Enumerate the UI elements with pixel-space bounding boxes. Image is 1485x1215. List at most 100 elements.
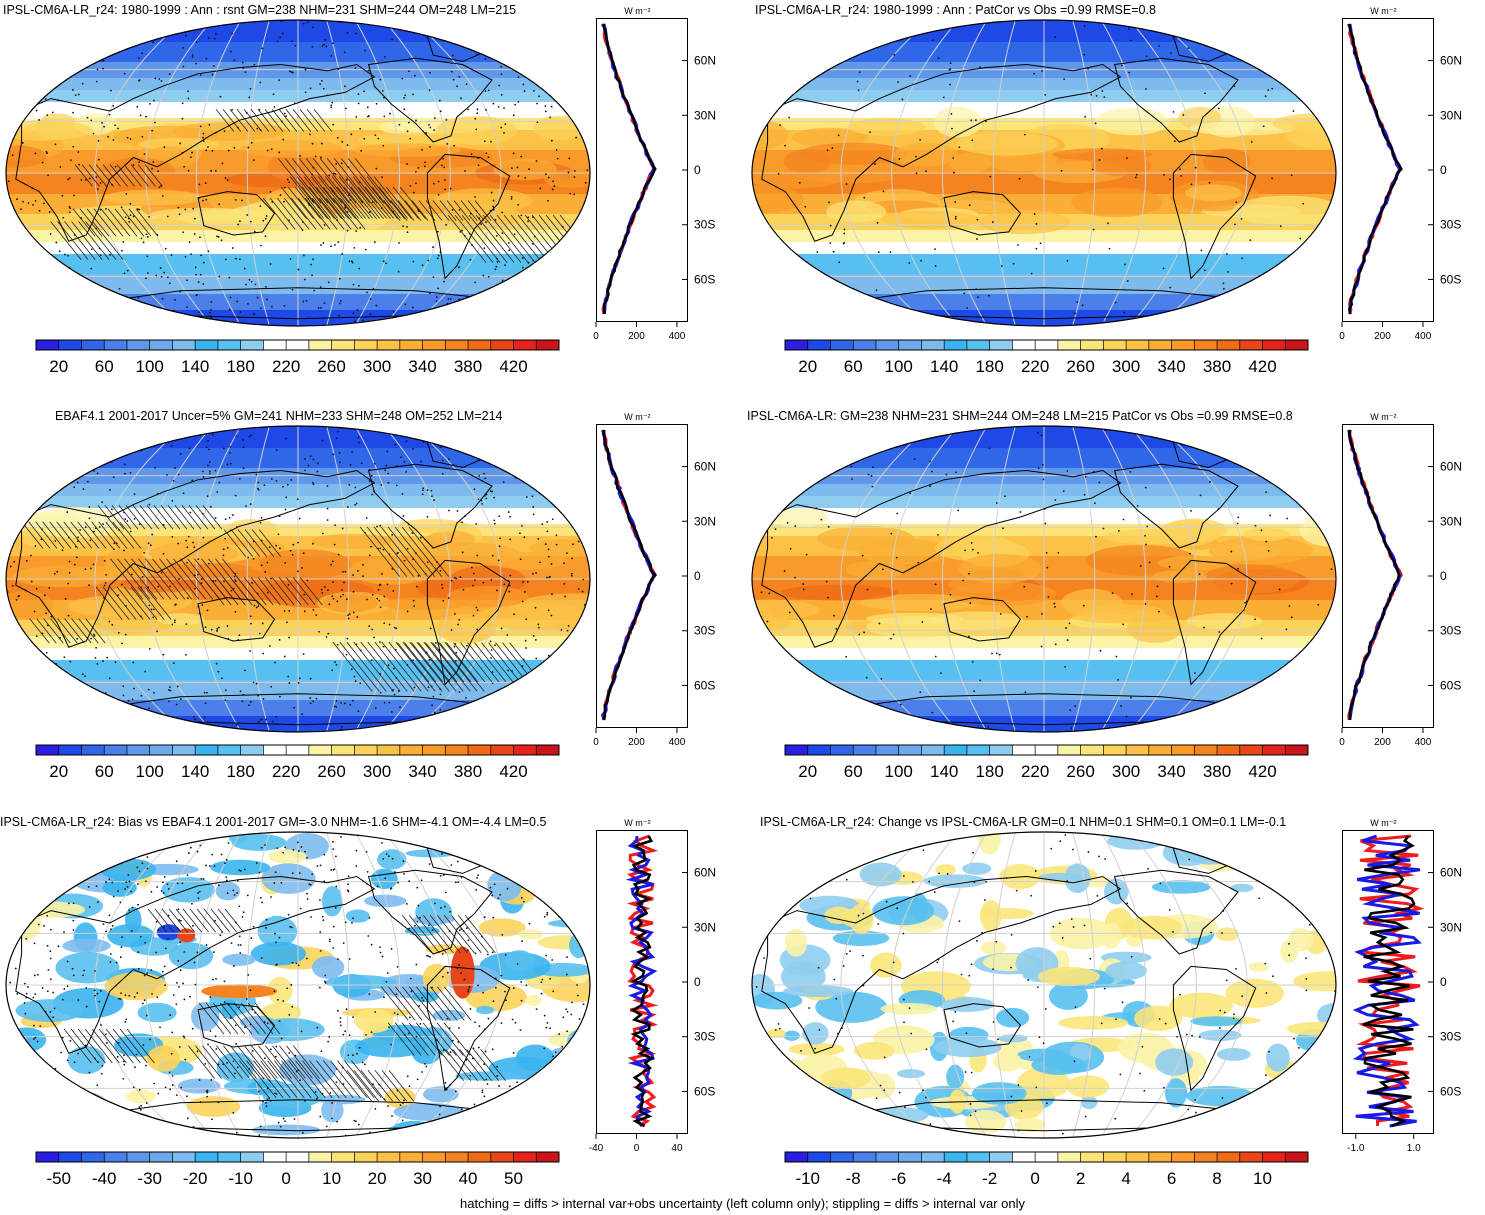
- lat-label: 30N: [694, 920, 716, 934]
- lat-label: 60N: [694, 460, 716, 474]
- colorbar-swatch: [536, 745, 560, 755]
- colorbar-swatch: [1171, 1152, 1195, 1162]
- colorbar-swatch: [36, 745, 60, 755]
- colorbar-swatch: [240, 340, 264, 350]
- colorbar-swatch: [944, 745, 968, 755]
- colorbar-swatch: [1239, 745, 1263, 755]
- colorbar-swatch: [1285, 340, 1309, 350]
- colorbar-label: 30: [413, 1169, 432, 1188]
- colorbar-swatch: [1171, 745, 1195, 755]
- profile-unit: W m⁻²: [624, 818, 650, 828]
- profile-ensemble-line: [1362, 835, 1416, 1128]
- map-outline: [751, 425, 1337, 733]
- colorbar-swatch: [1217, 745, 1241, 755]
- colorbar-swatch: [104, 1152, 128, 1162]
- colorbar-label: 60: [844, 762, 863, 781]
- colorbar-swatch: [1148, 1152, 1172, 1162]
- colorbar-label: 180: [975, 762, 1003, 781]
- colorbar-swatch: [308, 340, 333, 350]
- colorbar-swatch: [944, 340, 968, 350]
- colorbar-swatch: [1080, 1152, 1104, 1162]
- profile-ensemble-line: [1348, 24, 1403, 315]
- colorbar-swatch: [308, 1152, 333, 1162]
- colorbar-swatch: [989, 340, 1013, 350]
- lat-label: 60N: [1440, 866, 1462, 880]
- colorbar-label: 380: [454, 762, 482, 781]
- profile-tick-label: 0: [593, 737, 599, 748]
- colorbar-swatch: [1080, 340, 1104, 350]
- profile-unit: W m⁻²: [1370, 412, 1396, 422]
- colorbar-swatch: [536, 1152, 560, 1162]
- colorbar-label: -30: [137, 1169, 162, 1188]
- colorbar-label: 100: [885, 762, 913, 781]
- lat-label: 60N: [1440, 460, 1462, 474]
- colorbar-swatch: [149, 340, 173, 350]
- colorbar-swatch: [921, 1152, 945, 1162]
- colorbar-label: 40: [459, 1169, 478, 1188]
- colorbar-swatch: [195, 1152, 219, 1162]
- colorbar-swatch: [785, 1152, 809, 1162]
- profile-ensemble-line: [602, 429, 657, 721]
- profile-unit: W m⁻²: [1370, 818, 1396, 828]
- colorbar-swatch: [126, 1152, 151, 1162]
- colorbar-swatch: [377, 745, 401, 755]
- colorbar-label: 300: [1112, 762, 1140, 781]
- colorbar-swatch: [1012, 1152, 1036, 1162]
- colorbar-label: 420: [1248, 357, 1276, 376]
- colorbar-label: 340: [408, 357, 436, 376]
- colorbar-label: 20: [49, 357, 68, 376]
- map-outline: [5, 831, 591, 1139]
- colorbar-swatch: [445, 1152, 469, 1162]
- zonal-profile: W m⁻² 60N 30N 0 30S 60S 0 200 400: [1339, 412, 1462, 748]
- profile-frame: [1342, 18, 1434, 322]
- lat-label: 30N: [694, 108, 716, 122]
- colorbar-swatch: [1262, 745, 1286, 755]
- colorbar-swatch: [1285, 1152, 1309, 1162]
- colorbar-swatch: [1012, 745, 1036, 755]
- colorbar-label: 140: [930, 357, 958, 376]
- colorbar-label: 140: [930, 762, 958, 781]
- colorbar-swatch: [490, 340, 514, 350]
- colorbar-swatch: [921, 340, 945, 350]
- profile-tick-label: 0: [1339, 331, 1345, 342]
- colorbar-swatch: [1080, 745, 1104, 755]
- colorbar-swatch: [195, 745, 219, 755]
- colorbar-swatch: [36, 1152, 60, 1162]
- colorbar-swatch: [58, 745, 82, 755]
- map-panel: [751, 19, 1337, 327]
- colorbar-swatch: [217, 340, 242, 350]
- profile-tick-label: 0: [634, 1143, 640, 1154]
- colorbar-label: 20: [798, 357, 817, 376]
- hatching-overlay: [50, 108, 590, 263]
- colorbar-swatch: [490, 1152, 514, 1162]
- lat-label: 0: [1440, 569, 1447, 583]
- colorbar-swatch: [172, 745, 196, 755]
- colorbar-swatch: [1194, 745, 1218, 755]
- colorbar-label: 340: [408, 762, 436, 781]
- colorbar-label: -10: [228, 1169, 253, 1188]
- colorbar-label: 20: [49, 762, 68, 781]
- colorbar-swatch: [898, 745, 922, 755]
- colorbar-label: 140: [181, 762, 209, 781]
- colorbar-swatch: [966, 1152, 991, 1162]
- colorbar-label: 20: [368, 1169, 387, 1188]
- lat-label: 30S: [1440, 218, 1461, 232]
- profile-tick-label: -40: [589, 1143, 604, 1154]
- profile-unit: W m⁻²: [624, 6, 650, 16]
- colorbar-label: 340: [1157, 357, 1185, 376]
- colorbar-swatch: [1057, 340, 1082, 350]
- lat-label: 60S: [694, 678, 715, 692]
- map-field: [752, 20, 1336, 326]
- colorbar: 20 60 100 140 180 220 260 300 340 380 420: [35, 744, 560, 781]
- colorbar-label: 300: [1112, 357, 1140, 376]
- profile-tick-label: 200: [1374, 737, 1391, 748]
- map-field: [752, 426, 1336, 732]
- map-panel: [5, 19, 591, 327]
- hatching-overlay: [63, 908, 507, 1102]
- colorbar-swatch: [195, 340, 219, 350]
- colorbar-swatch: [966, 745, 991, 755]
- colorbar-swatch: [830, 745, 854, 755]
- colorbar: -50 -40 -30 -20 -10 0 10 20 30 40 50: [35, 1151, 560, 1188]
- colorbar-label: 0: [1030, 1169, 1039, 1188]
- colorbar-swatch: [1057, 745, 1082, 755]
